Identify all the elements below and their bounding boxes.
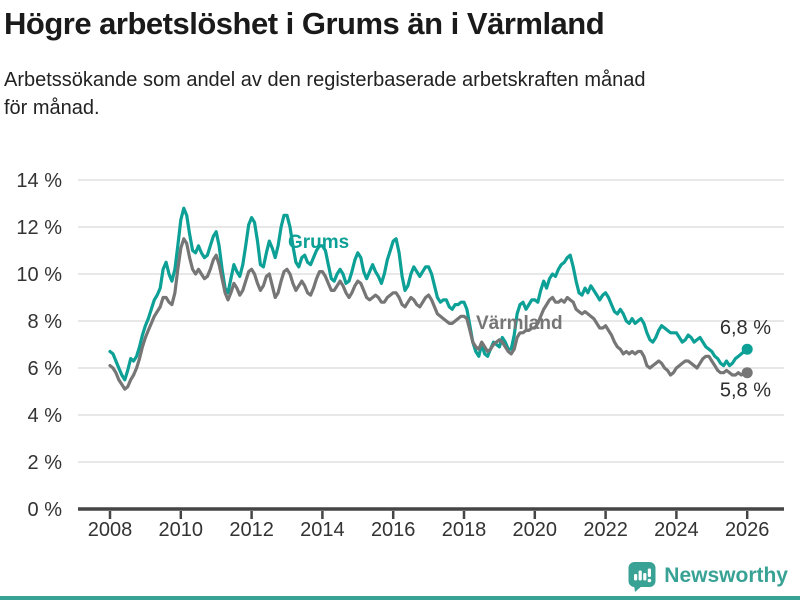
varmland-line [108,237,749,391]
grums-series-label: Grums [288,232,349,253]
x-axis-label-2016: 2016 [371,519,416,541]
y-axis-label-4: 4 % [28,405,63,427]
y-axis-label-10: 10 % [16,264,62,286]
varmland-end-value: 5,8 % [720,380,771,402]
y-axis-label-2: 2 % [28,452,63,474]
newsworthy-logo-icon [628,562,656,592]
grums-line [108,206,749,382]
x-axis-label-2008: 2008 [88,519,133,541]
grums-end-value: 6,8 % [720,317,771,339]
chart-subtitle: Arbetssökande som andel av den registerb… [4,66,794,122]
newsworthy-brand-name: Newsworthy [664,564,788,587]
x-axis-label-2024: 2024 [654,519,699,541]
y-axis-label-8: 8 % [28,311,63,333]
x-axis-label-2022: 2022 [583,519,628,541]
y-axis-label-12: 12 % [16,217,62,239]
y-axis-label-6: 6 % [28,358,63,380]
varmland-end-dot [741,367,753,379]
x-axis-label-2012: 2012 [229,519,274,541]
y-axis-label-0: 0 % [28,499,63,521]
chart-title: Högre arbetslöshet i Grums än i Värmland [4,6,605,41]
y-axis-label-14: 14 % [16,170,62,192]
x-axis-label-2014: 2014 [300,519,345,541]
newsworthy-brand: Newsworthy [627,560,788,592]
chart-subtitle-line-2: för månad. [4,97,100,119]
brand-accent-bar [0,596,800,600]
x-axis-label-2018: 2018 [442,519,487,541]
x-axis-label-2026: 2026 [725,519,770,541]
chart-subtitle-line-1: Arbetssökande som andel av den registerb… [4,69,646,91]
x-axis-label-2020: 2020 [513,519,558,541]
x-axis-label-2010: 2010 [159,519,204,541]
grums-end-dot [741,343,753,355]
varmland-series-label: Värmland [476,313,563,334]
